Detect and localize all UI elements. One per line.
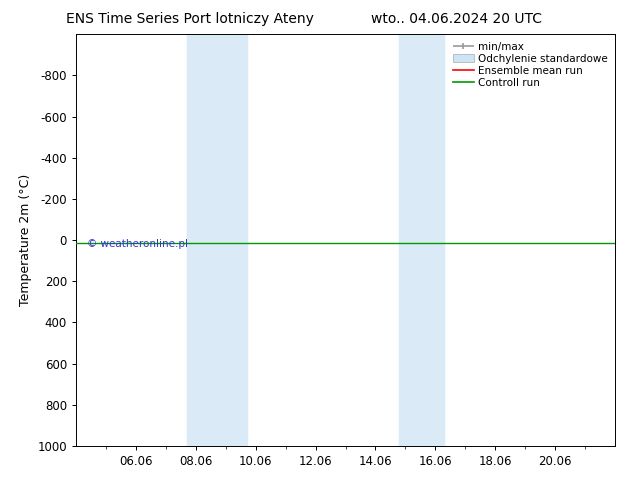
Legend: min/max, Odchylenie standardowe, Ensemble mean run, Controll run: min/max, Odchylenie standardowe, Ensembl… bbox=[451, 40, 610, 90]
Text: ENS Time Series Port lotniczy Ateny: ENS Time Series Port lotniczy Ateny bbox=[67, 12, 314, 26]
Text: wto.. 04.06.2024 20 UTC: wto.. 04.06.2024 20 UTC bbox=[371, 12, 542, 26]
Y-axis label: Temperature 2m (°C): Temperature 2m (°C) bbox=[19, 174, 32, 306]
Bar bbox=[187, 34, 247, 446]
Text: © weatheronline.pl: © weatheronline.pl bbox=[87, 239, 188, 249]
Bar bbox=[399, 34, 444, 446]
